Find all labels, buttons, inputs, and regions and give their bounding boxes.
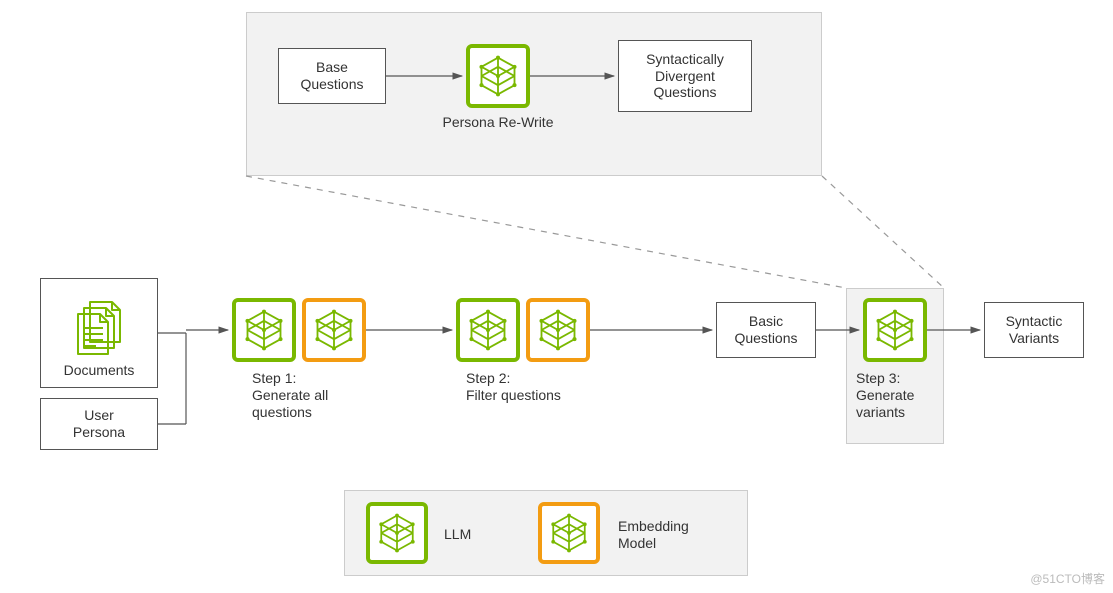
legend-embedding-icon [538,502,600,564]
step1-label: Step 1: Generate all questions [252,370,362,420]
persona-rewrite-label: Persona Re-Write [436,114,560,131]
legend-embedding-label: Embedding Model [618,518,718,552]
syntactic-variants-box: Syntactic Variants [984,302,1084,358]
user-persona-box: User Persona [40,398,158,450]
step3-label: Step 3: Generate variants [856,370,936,420]
persona-rewrite-llm-icon [466,44,530,108]
step1-embedding-icon [302,298,366,362]
step2-llm-icon [456,298,520,362]
legend-llm-label: LLM [444,526,504,543]
step2-embedding-icon [526,298,590,362]
step1-llm-icon [232,298,296,362]
documents-icon [72,298,126,356]
base-questions-box: Base Questions [278,48,386,104]
documents-label: Documents [64,362,135,379]
documents-box: Documents [40,278,158,388]
step3-llm-icon [863,298,927,362]
network-cube-icon [476,54,520,98]
basic-questions-box: Basic Questions [716,302,816,358]
synt-divergent-q-box: Syntactically Divergent Questions [618,40,752,112]
watermark: @51CTO博客 [1030,570,1105,587]
legend-llm-icon [366,502,428,564]
step2-label: Step 2: Filter questions [466,370,596,404]
